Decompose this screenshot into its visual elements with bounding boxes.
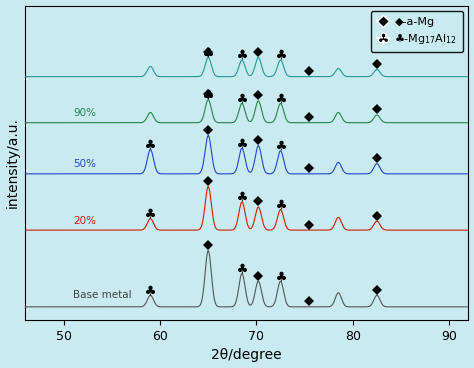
X-axis label: 2θ/degree: 2θ/degree xyxy=(211,348,282,362)
Text: 90%: 90% xyxy=(73,108,96,118)
Legend: ◆-a-Mg, ♣-Mg$_{17}$Al$_{12}$: ◆-a-Mg, ♣-Mg$_{17}$Al$_{12}$ xyxy=(371,11,463,52)
Text: 50%: 50% xyxy=(73,159,96,169)
Text: Base metal: Base metal xyxy=(73,290,132,300)
Text: 20%: 20% xyxy=(73,216,96,226)
Y-axis label: intensity/a.u.: intensity/a.u. xyxy=(6,117,19,208)
